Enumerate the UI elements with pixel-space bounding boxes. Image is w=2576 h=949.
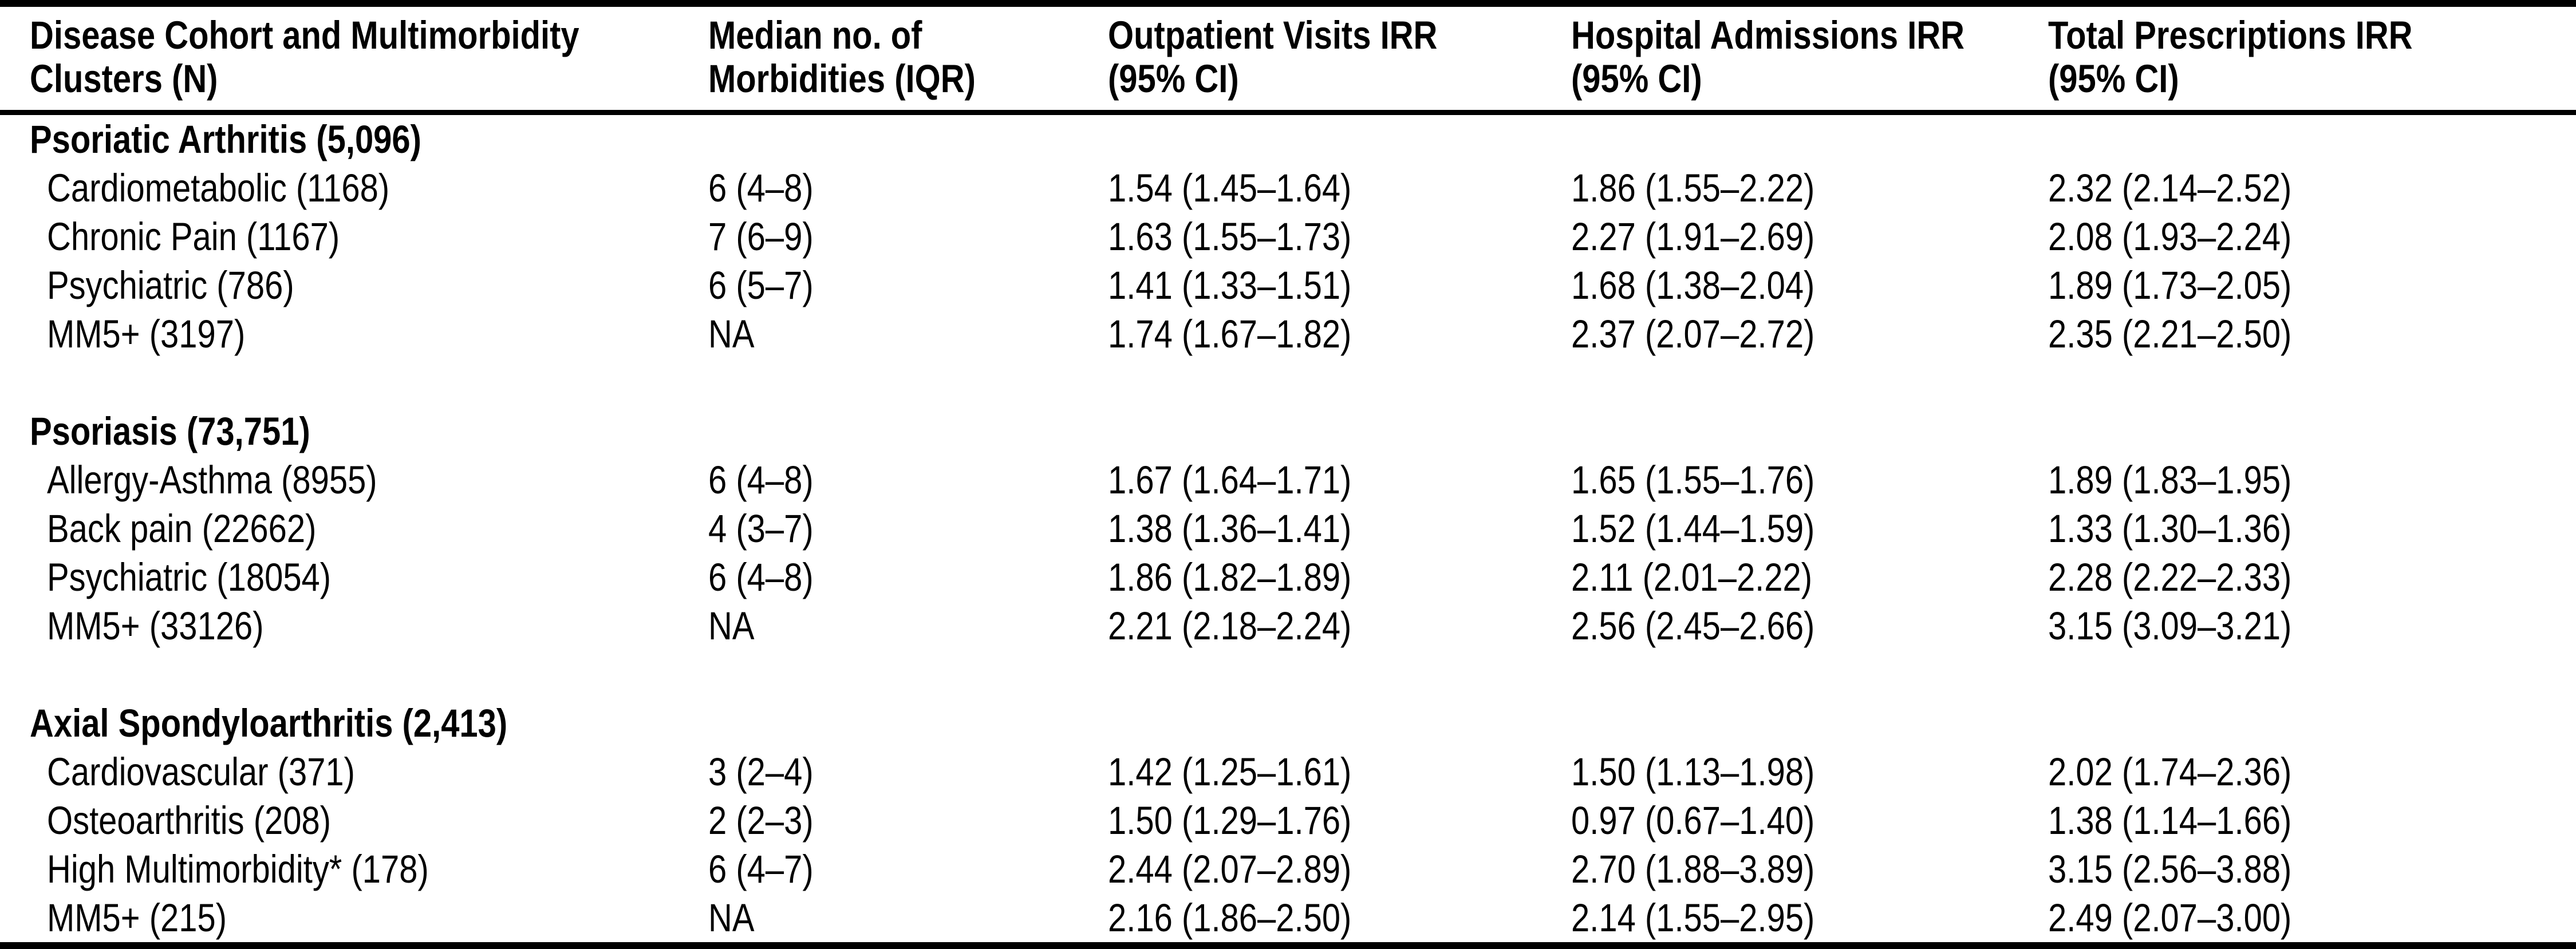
outpatient-irr-value: 1.86 (1.82–1.89) [1107, 555, 1351, 599]
hospital-irr-value: 1.50 (1.13–1.98) [1571, 750, 1815, 794]
header-row: Disease Cohort and Multimorbidity Cluste… [0, 3, 2576, 113]
col-header-prescriptions-irr: Total Prescriptions IRR (95% CI) [2048, 13, 2413, 101]
table-row: Osteoarthritis (208) 2 (2–3) 1.50 (1.29–… [0, 796, 2576, 845]
hospital-irr-value: 1.52 (1.44–1.59) [1571, 507, 1815, 551]
table-row: Psychiatric (786) 6 (5–7) 1.41 (1.33–1.5… [0, 261, 2576, 310]
table-row: MM5+ (3197) NA 1.74 (1.67–1.82) 2.37 (2.… [0, 310, 2576, 358]
prescriptions-irr-value: 2.49 (2.07–3.00) [2048, 896, 2292, 940]
cluster-label: MM5+ (3197) [47, 312, 246, 356]
median-morbidities-value: 6 (4–8) [708, 166, 814, 210]
prescriptions-irr-value: 1.89 (1.83–1.95) [2048, 458, 2292, 502]
cluster-label: Cardiovascular (371) [47, 750, 355, 794]
prescriptions-irr-value: 1.33 (1.30–1.36) [2048, 507, 2292, 551]
median-morbidities-value: NA [708, 896, 755, 940]
table-header: Disease Cohort and Multimorbidity Cluste… [0, 3, 2576, 113]
prescriptions-irr-value: 2.28 (2.22–2.33) [2048, 555, 2292, 599]
median-morbidities-value: 4 (3–7) [708, 507, 814, 551]
median-morbidities-value: 6 (5–7) [708, 263, 814, 307]
cluster-label: Cardiometabolic (1168) [47, 166, 390, 210]
cluster-label: Psychiatric (18054) [47, 555, 332, 599]
table-row: Psychiatric (18054) 6 (4–8) 1.86 (1.82–1… [0, 553, 2576, 602]
outpatient-irr-value: 1.41 (1.33–1.51) [1107, 263, 1351, 307]
cluster-label: High Multimorbidity* (178) [47, 847, 429, 891]
section-title: Axial Spondyloarthritis (2,413) [30, 701, 508, 745]
cluster-label: Chronic Pain (1167) [47, 215, 340, 259]
hospital-irr-value: 2.27 (1.91–2.69) [1571, 215, 1815, 259]
table-row: Allergy-Asthma (8955) 6 (4–8) 1.67 (1.64… [0, 456, 2576, 504]
section-spacer [0, 650, 2576, 699]
outpatient-irr-value: 2.21 (2.18–2.24) [1107, 604, 1351, 648]
prescriptions-irr-value: 2.35 (2.21–2.50) [2048, 312, 2292, 356]
table-row: Back pain (22662) 4 (3–7) 1.38 (1.36–1.4… [0, 504, 2576, 553]
median-morbidities-value: NA [708, 312, 755, 356]
col-header-outpatient-irr: Outpatient Visits IRR (95% CI) [1107, 13, 1437, 101]
hospital-irr-value: 2.70 (1.88–3.89) [1571, 847, 1815, 891]
hospital-irr-value: 2.56 (2.45–2.66) [1571, 604, 1815, 648]
section-header-axial-spondyloarthritis: Axial Spondyloarthritis (2,413) [0, 699, 2576, 748]
cluster-label: Allergy-Asthma (8955) [47, 458, 377, 502]
median-morbidities-value: 6 (4–8) [708, 555, 814, 599]
prescriptions-irr-value: 3.15 (3.09–3.21) [2048, 604, 2292, 648]
outpatient-irr-value: 1.54 (1.45–1.64) [1107, 166, 1351, 210]
prescriptions-irr-value: 2.08 (1.93–2.24) [2048, 215, 2292, 259]
prescriptions-irr-value: 1.38 (1.14–1.66) [2048, 798, 2292, 843]
table-row: MM5+ (33126) NA 2.21 (2.18–2.24) 2.56 (2… [0, 602, 2576, 650]
section-spacer [0, 358, 2576, 407]
outpatient-irr-value: 1.74 (1.67–1.82) [1107, 312, 1351, 356]
cluster-label: MM5+ (33126) [47, 604, 264, 648]
cluster-label: Osteoarthritis (208) [47, 798, 332, 843]
table-row: Chronic Pain (1167) 7 (6–9) 1.63 (1.55–1… [0, 212, 2576, 261]
section-title: Psoriasis (73,751) [30, 409, 310, 453]
section-title: Psoriatic Arthritis (5,096) [30, 117, 421, 161]
col-header-disease-cohort: Disease Cohort and Multimorbidity Cluste… [30, 13, 579, 101]
cluster-label: Back pain (22662) [47, 507, 317, 551]
col-header-hospital-irr: Hospital Admissions IRR (95% CI) [1571, 13, 1965, 101]
table-row: Cardiovascular (371) 3 (2–4) 1.42 (1.25–… [0, 748, 2576, 796]
cluster-label: Psychiatric (786) [47, 263, 294, 307]
hospital-irr-value: 2.37 (2.07–2.72) [1571, 312, 1815, 356]
table-row: MM5+ (215) NA 2.16 (1.86–2.50) 2.14 (1.5… [0, 893, 2576, 946]
prescriptions-irr-value: 2.02 (1.74–2.36) [2048, 750, 2292, 794]
prescriptions-irr-value: 2.32 (2.14–2.52) [2048, 166, 2292, 210]
median-morbidities-value: 6 (4–7) [708, 847, 814, 891]
cluster-label: MM5+ (215) [47, 896, 227, 940]
median-morbidities-value: 7 (6–9) [708, 215, 814, 259]
section-header-psoriatic-arthritis: Psoriatic Arthritis (5,096) [0, 113, 2576, 164]
median-morbidities-value: 3 (2–4) [708, 750, 814, 794]
median-morbidities-value: 2 (2–3) [708, 798, 814, 843]
hospital-irr-value: 2.11 (2.01–2.22) [1571, 555, 1813, 599]
outpatient-irr-value: 1.67 (1.64–1.71) [1107, 458, 1351, 502]
median-morbidities-value: NA [708, 604, 755, 648]
hospital-irr-value: 2.14 (1.55–2.95) [1571, 896, 1815, 940]
outpatient-irr-value: 1.63 (1.55–1.73) [1107, 215, 1351, 259]
median-morbidities-value: 6 (4–8) [708, 458, 814, 502]
hospital-irr-value: 1.86 (1.55–2.22) [1571, 166, 1815, 210]
table-row: High Multimorbidity* (178) 6 (4–7) 2.44 … [0, 845, 2576, 893]
hospital-irr-value: 1.68 (1.38–2.04) [1571, 263, 1815, 307]
table-row: Cardiometabolic (1168) 6 (4–8) 1.54 (1.4… [0, 164, 2576, 212]
outpatient-irr-value: 2.44 (2.07–2.89) [1107, 847, 1351, 891]
col-header-median-morbidities: Median no. of Morbidities (IQR) [708, 13, 976, 101]
prescriptions-irr-value: 3.15 (2.56–3.88) [2048, 847, 2292, 891]
prescriptions-irr-value: 1.89 (1.73–2.05) [2048, 263, 2292, 307]
hospital-irr-value: 1.65 (1.55–1.76) [1571, 458, 1815, 502]
section-header-psoriasis: Psoriasis (73,751) [0, 407, 2576, 456]
outpatient-irr-value: 1.50 (1.29–1.76) [1107, 798, 1351, 843]
outpatient-irr-value: 1.42 (1.25–1.61) [1107, 750, 1351, 794]
hospital-irr-value: 0.97 (0.67–1.40) [1571, 798, 1815, 843]
outpatient-irr-value: 1.38 (1.36–1.41) [1107, 507, 1351, 551]
outpatient-irr-value: 2.16 (1.86–2.50) [1107, 896, 1351, 940]
